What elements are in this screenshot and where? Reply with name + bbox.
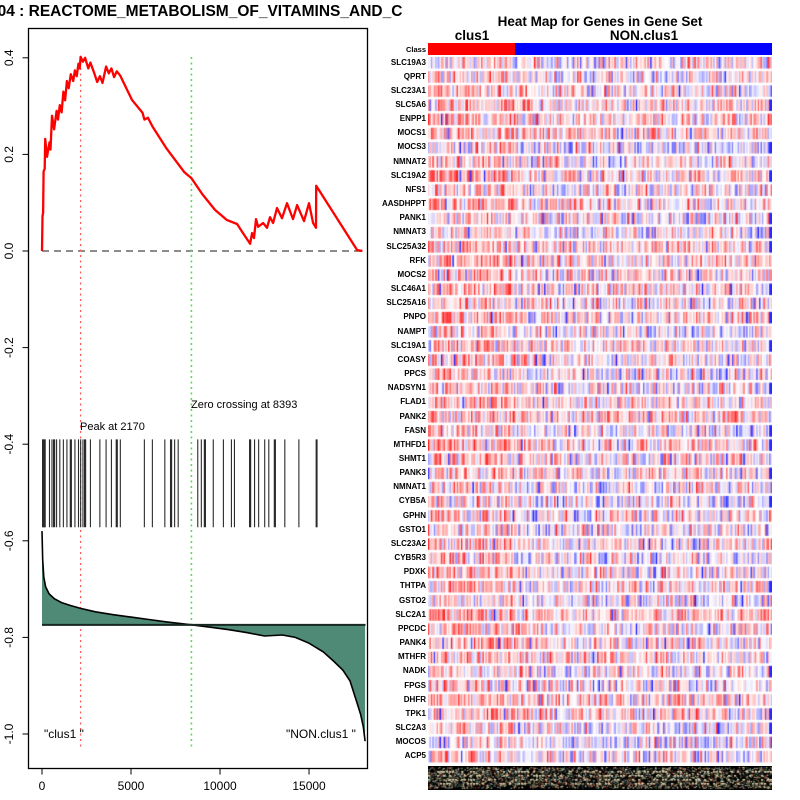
gene-label: MOCS3: [397, 142, 426, 152]
x-axis-tick-label: 5000: [118, 779, 145, 793]
enrichment-plot: 0.4 0.2 0.0 -0.2 -0.4 -0.6 -0.8 -1.0 0 5000 10000 1…: [2, 27, 369, 793]
gene-label-column: SLC19A3 QPRT SLC23A1 SLC5A6 ENPP1 MOCS1 MOCS3 N…: [380, 0, 426, 800]
gene-label: NFS1: [405, 184, 426, 194]
heatmap-panel: Heat Map for Genes in Gene Set clus1 NON…: [380, 0, 800, 800]
heatmap-title: Heat Map for Genes in Gene Set: [497, 14, 703, 29]
gene-label: TPK1: [405, 708, 426, 718]
gene-label: COASY: [397, 354, 426, 364]
gene-label: SLC23A1: [390, 85, 426, 95]
gene-label: SLC19A2: [390, 170, 426, 180]
gene-label: MTHFD1: [393, 439, 426, 449]
gene-label: CYB5R3: [394, 553, 426, 563]
phenotype-label-right: "NON.clus1 ": [286, 727, 356, 741]
sample-labels-band: [428, 766, 772, 790]
gene-label: SLC25A16: [386, 298, 426, 308]
gene-label: PANK3: [399, 468, 426, 478]
gene-label: NMNAT2: [393, 156, 426, 166]
gene-label: NMNAT1: [393, 482, 426, 492]
gene-label: MOCOS: [395, 737, 426, 747]
gene-label: SLC23A2: [390, 538, 426, 548]
gene-label: SLC2A3: [395, 723, 426, 733]
gene-label: NMNAT3: [393, 227, 426, 237]
y-axis-tick-label: -0.4: [2, 434, 16, 455]
x-axis-tick-label: 15000: [292, 779, 326, 793]
gene-set-title-wrap: 804 : REACTOME_METABOLISM_OF_VITAMINS_AN…: [0, 0, 402, 26]
gene-label: THTPA: [399, 581, 426, 591]
class-row-label: Class: [405, 45, 426, 54]
x-axis-tick-label: 10000: [203, 779, 237, 793]
gene-label: PANK4: [399, 638, 426, 648]
zero-crossing-annotation: Zero crossing at 8393: [191, 399, 298, 411]
y-axis-tick-label: -0.6: [2, 530, 16, 551]
x-axis-tick-label: 0: [39, 779, 46, 793]
heatmap-group-label-nonclus1: NON.clus1: [609, 28, 679, 43]
y-axis-tick-label: 0.0: [2, 242, 16, 259]
y-axis-tick-label: 0.4: [2, 49, 16, 66]
gene-label: AASDHPPT: [381, 199, 426, 209]
gene-label: PPCDC: [397, 623, 426, 633]
gene-label: SLC5A6: [395, 99, 426, 109]
peak-annotation: Peak at 2170: [80, 421, 145, 433]
gene-label: PDXK: [403, 567, 426, 577]
gene-label: RFK: [409, 255, 426, 265]
gene-label: SLC2A1: [395, 609, 426, 619]
gene-label: PANK2: [399, 411, 426, 421]
class-bar: [428, 43, 772, 55]
y-axis-tick-label: -1.0: [2, 723, 16, 744]
gene-label: SLC19A3: [390, 57, 426, 67]
heatmap-grid: [428, 57, 772, 765]
gene-label: SLC19A1: [390, 340, 426, 350]
enrichment-panel: 804 : REACTOME_METABOLISM_OF_VITAMINS_AN…: [0, 0, 402, 793]
phenotype-label-left: "clus1 ": [44, 727, 84, 741]
gene-label: PNPO: [403, 312, 426, 322]
gene-label: SLC25A32: [386, 241, 426, 251]
gene-label: MOCS2: [397, 269, 426, 279]
gene-label: QPRT: [403, 71, 426, 81]
gene-label: SLC46A1: [390, 284, 426, 294]
y-axis-tick-label: 0.2: [2, 146, 16, 163]
enrichment-score-curve: [40, 55, 363, 253]
class-bar-clus1: [428, 43, 516, 55]
gene-label: GSTO2: [399, 595, 426, 605]
gene-label: PANK1: [399, 213, 426, 223]
gene-label: DHFR: [403, 694, 426, 704]
gene-label: ENPP1: [399, 114, 426, 124]
gene-label: GPHN: [402, 510, 426, 520]
gene-label: MTHFR: [398, 652, 426, 662]
gene-label: MOCS1: [397, 128, 426, 138]
class-bar-nonclus1: [515, 43, 772, 55]
gene-label: CYB5A: [398, 496, 426, 506]
gene-label: FLAD1: [400, 397, 426, 407]
y-axis-tick-label: -0.2: [2, 337, 16, 358]
gene-label: NADSYN1: [387, 383, 426, 393]
gene-label: NADK: [402, 666, 426, 676]
heatmap-group-label-clus1: clus1: [454, 28, 490, 43]
gene-label: PPCS: [404, 369, 426, 379]
gene-label: SHMT1: [398, 453, 426, 463]
rank-metric-curve: [41, 531, 366, 742]
gene-label: NAMPT: [397, 326, 426, 336]
y-axis-tick-label: -0.8: [2, 627, 16, 648]
gene-label: GSTO1: [399, 524, 426, 534]
rank-metric-area: [42, 531, 366, 742]
gene-label: ACP5: [404, 751, 426, 761]
gene-label: FPGS: [404, 680, 426, 690]
gene-set-title: 804 : REACTOME_METABOLISM_OF_VITAMINS_AN…: [0, 3, 402, 20]
gene-label: FASN: [404, 425, 426, 435]
